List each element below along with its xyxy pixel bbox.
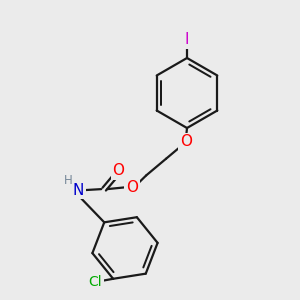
Text: O: O <box>180 134 192 149</box>
Text: N: N <box>73 183 84 198</box>
Text: Cl: Cl <box>88 275 102 289</box>
Text: O: O <box>126 180 138 195</box>
Text: H: H <box>64 174 73 187</box>
Text: I: I <box>185 32 189 47</box>
Text: O: O <box>112 163 124 178</box>
